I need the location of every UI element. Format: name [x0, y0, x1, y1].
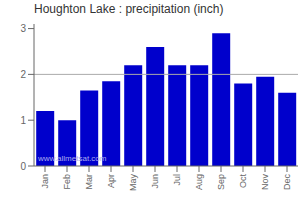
- svg-text:Dec: Dec: [282, 174, 292, 191]
- svg-text:Sep: Sep: [216, 174, 226, 190]
- svg-text:Jun: Jun: [150, 174, 160, 189]
- svg-text:Feb: Feb: [62, 174, 72, 190]
- svg-text:Jan: Jan: [40, 174, 50, 189]
- svg-text:2: 2: [20, 69, 26, 80]
- html-text:Houghton Lake : precipitation: Houghton Lake : precipitation (inch): [34, 2, 224, 16]
- svg-text:Jul: Jul: [172, 174, 182, 186]
- svg-text:Nov: Nov: [260, 174, 270, 191]
- svg-text:0: 0: [20, 161, 26, 172]
- svg-text:Mar: Mar: [84, 174, 94, 190]
- svg-text:Oct: Oct: [238, 174, 248, 189]
- svg-text:3: 3: [20, 23, 26, 34]
- html-text:www.allmetsat.com: www.allmetsat.com: [38, 154, 107, 163]
- svg-text:Apr: Apr: [106, 174, 116, 188]
- svg-text:May: May: [128, 174, 138, 192]
- svg-text:1: 1: [20, 115, 26, 126]
- svg-text:Aug: Aug: [194, 174, 204, 190]
